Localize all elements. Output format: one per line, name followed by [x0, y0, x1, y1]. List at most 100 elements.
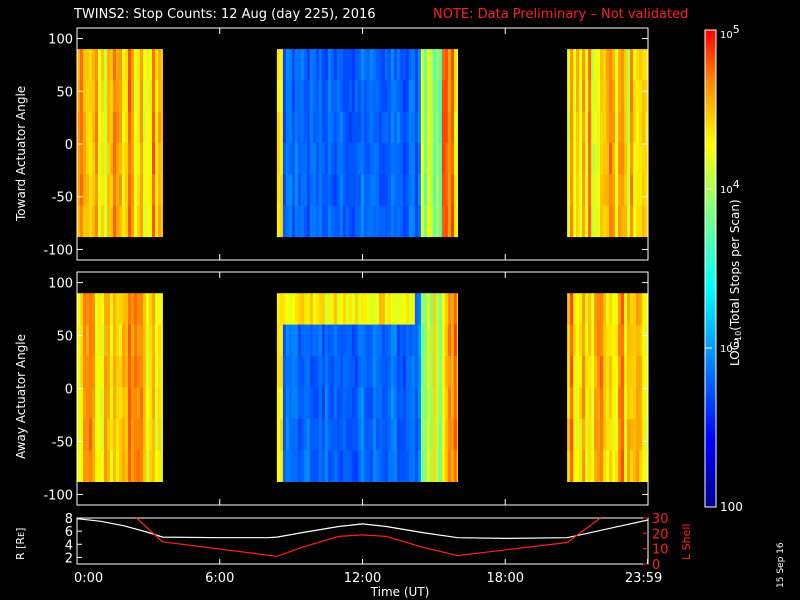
heatmap-cell	[366, 80, 371, 112]
heatmap-cell	[429, 418, 434, 451]
y-tick-label: -50	[52, 191, 73, 206]
heatmap-cell	[288, 356, 293, 388]
heatmap-cell	[435, 205, 440, 238]
heatmap-cell	[342, 111, 347, 144]
heatmap-cell	[573, 205, 577, 238]
heatmap-cell	[417, 80, 422, 112]
heatmap-cell	[378, 49, 383, 81]
heatmap-cell	[83, 387, 87, 420]
heatmap-cell	[122, 356, 126, 388]
heatmap-cell	[86, 418, 90, 451]
heatmap-cell	[438, 450, 443, 482]
heatmap-cell	[588, 80, 592, 112]
heatmap-cell	[411, 205, 416, 238]
heatmap-cell	[348, 142, 353, 175]
heatmap-cell	[594, 111, 598, 144]
heatmap-cell	[396, 205, 401, 238]
heatmap-cell	[137, 418, 141, 451]
heatmap-cell	[146, 293, 150, 325]
heatmap-cell	[89, 293, 93, 325]
heatmap-cell	[447, 174, 452, 206]
heatmap-cell	[137, 387, 141, 420]
heatmap-cell	[134, 356, 138, 388]
heatmap-cell	[414, 80, 419, 112]
colorbar-label: LOG10(Total Stops per Scan)	[728, 199, 743, 366]
heatmap-cell	[104, 356, 108, 388]
heatmap-cell	[399, 356, 404, 388]
heatmap-cell	[441, 293, 446, 325]
heatmap-cell	[333, 49, 338, 81]
heatmap-cell	[453, 142, 458, 175]
heatmap-cell	[357, 418, 362, 451]
heatmap-cell	[336, 450, 341, 482]
heatmap-cell	[291, 324, 296, 357]
heatmap-cell	[624, 49, 628, 81]
heatmap-cell	[300, 418, 305, 451]
heatmap-cell	[417, 387, 422, 420]
heatmap-cell	[375, 80, 380, 112]
heatmap-cell	[366, 450, 371, 482]
heatmap-cell	[420, 293, 425, 325]
y-tick-label: 50	[56, 330, 73, 345]
heatmap-cell	[624, 142, 628, 175]
heatmap-cell	[390, 142, 395, 175]
heatmap-cell	[375, 111, 380, 144]
heatmap-cell	[98, 205, 102, 238]
heatmap-cell	[291, 80, 296, 112]
heatmap-cell	[348, 174, 353, 206]
heatmap-cell	[441, 174, 446, 206]
heatmap-cell	[303, 111, 308, 144]
heatmap-cell	[315, 142, 320, 175]
heatmap-cell	[636, 418, 640, 451]
heatmap-cell	[369, 356, 374, 388]
heatmap-cell	[579, 174, 583, 206]
heatmap-cell	[375, 418, 380, 451]
heatmap-cell	[348, 418, 353, 451]
heatmap-cell	[309, 293, 314, 325]
heatmap-cell	[402, 80, 407, 112]
heatmap-cell	[420, 356, 425, 388]
heatmap-cell	[80, 293, 84, 325]
heatmap-cell	[384, 80, 389, 112]
heatmap-cell	[288, 142, 293, 175]
heatmap-cell	[369, 111, 374, 144]
heatmap-cell	[420, 174, 425, 206]
heatmap-cell	[146, 356, 150, 388]
heatmap-cell	[624, 324, 628, 357]
heatmap-cell	[366, 356, 371, 388]
heatmap-cell	[432, 174, 437, 206]
heatmap-cell	[282, 205, 287, 238]
heatmap-cell	[453, 356, 458, 388]
heatmap-cell	[95, 356, 99, 388]
heatmap-cell	[318, 324, 323, 357]
heatmap-cell	[363, 293, 368, 325]
heatmap-cell	[113, 356, 117, 388]
heatmap-cell	[405, 324, 410, 357]
heatmap-cell	[597, 418, 601, 451]
heatmap-cell	[597, 142, 601, 175]
heatmap-cell	[291, 418, 296, 451]
heatmap-cell	[573, 49, 577, 81]
heatmap-cell	[149, 450, 153, 482]
heatmap-cell	[101, 174, 105, 206]
y-tick-label: 50	[56, 85, 73, 100]
heatmap-cell	[444, 324, 449, 357]
heatmap-cell	[336, 80, 341, 112]
heatmap-cell	[297, 80, 302, 112]
heatmap-cell	[303, 80, 308, 112]
heatmap-cell	[375, 324, 380, 357]
heatmap-cell	[339, 356, 344, 388]
heatmap-cell	[98, 293, 102, 325]
heatmap-cell	[453, 174, 458, 206]
heatmap-cell	[360, 356, 365, 388]
heatmap-cell	[107, 450, 111, 482]
heatmap-cell	[435, 174, 440, 206]
heatmap-cell	[594, 293, 598, 325]
heatmap-cell	[414, 293, 419, 325]
heatmap-cell	[378, 142, 383, 175]
heatmap-cell	[606, 49, 610, 81]
heatmap-cell	[417, 450, 422, 482]
heatmap-cell	[624, 293, 628, 325]
heatmap-cell	[609, 418, 613, 451]
heatmap-cell	[330, 205, 335, 238]
